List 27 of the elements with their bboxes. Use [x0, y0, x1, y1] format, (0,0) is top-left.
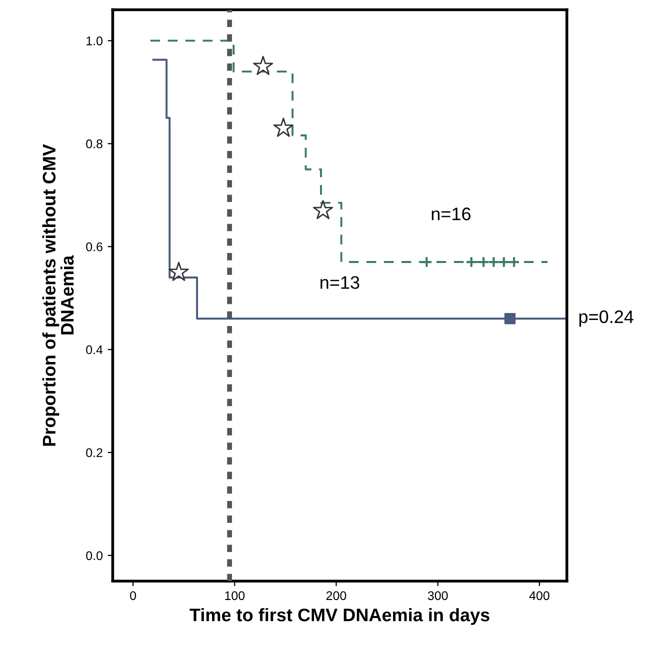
y-tick-label: 0.4: [86, 345, 103, 354]
point: [478, 256, 490, 268]
x-tick-label: 200: [326, 591, 346, 600]
point: [420, 256, 433, 268]
x-tick-label: 100: [225, 591, 245, 600]
text: p=0.24: [579, 310, 634, 327]
x-tick-label: 400: [529, 591, 550, 600]
y-tick-label: 0.6: [86, 242, 102, 252]
annotation: n=16: [432, 208, 470, 220]
y-axis-title: Proportion of patients without CMV DNAemia: [42, 144, 74, 446]
point: [312, 200, 334, 220]
annotation: n=13: [320, 276, 360, 289]
point: [253, 56, 274, 76]
point: [273, 118, 294, 137]
point: [488, 256, 500, 268]
x-tick-label: 0: [130, 591, 136, 600]
y-tick-label: 1.0: [86, 36, 102, 46]
y-tick-label: 0.2: [86, 448, 102, 458]
point: [498, 256, 510, 268]
x-tick-label: 300: [428, 591, 448, 600]
point: [168, 262, 189, 281]
point: [465, 256, 478, 268]
x-axis-title: Time to first CMV DNAemia in days: [190, 608, 490, 625]
y-tick-label: 0.0: [86, 551, 102, 560]
point: [508, 256, 520, 268]
y-tick-label: 0.8: [86, 139, 102, 148]
point: [504, 313, 516, 324]
